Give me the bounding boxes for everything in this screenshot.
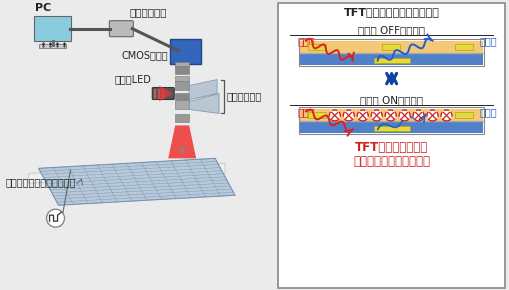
Polygon shape xyxy=(189,93,219,113)
Text: ゲート ON（駆動）: ゲート ON（駆動） xyxy=(359,95,422,106)
Text: 高輝度LED: 高輝度LED xyxy=(114,75,151,85)
FancyBboxPatch shape xyxy=(169,39,200,64)
Text: ゲート OFF（停止）: ゲート OFF（停止） xyxy=(357,25,425,35)
FancyBboxPatch shape xyxy=(455,113,472,118)
FancyBboxPatch shape xyxy=(299,41,483,52)
Text: TFTを駆動させると: TFTを駆動させると xyxy=(354,142,428,154)
Text: 入射光: 入射光 xyxy=(297,37,315,47)
Polygon shape xyxy=(189,79,217,99)
FancyBboxPatch shape xyxy=(299,52,483,65)
FancyBboxPatch shape xyxy=(373,126,409,131)
FancyBboxPatch shape xyxy=(175,81,189,90)
FancyBboxPatch shape xyxy=(299,122,483,133)
FancyBboxPatch shape xyxy=(175,93,189,99)
FancyBboxPatch shape xyxy=(175,115,189,122)
Circle shape xyxy=(412,110,423,121)
Circle shape xyxy=(356,110,367,121)
Polygon shape xyxy=(168,126,196,158)
Text: PC: PC xyxy=(35,3,51,13)
Circle shape xyxy=(329,110,340,121)
FancyBboxPatch shape xyxy=(175,61,189,67)
FancyBboxPatch shape xyxy=(39,44,66,48)
FancyBboxPatch shape xyxy=(34,16,71,41)
Text: 画像演算装置: 画像演算装置 xyxy=(129,7,167,17)
Text: 反射光: 反射光 xyxy=(479,108,496,117)
Polygon shape xyxy=(159,86,173,102)
Circle shape xyxy=(384,110,395,121)
FancyBboxPatch shape xyxy=(307,44,325,50)
Text: アクティブバックプレーン: アクティブバックプレーン xyxy=(6,177,76,187)
FancyBboxPatch shape xyxy=(373,58,409,63)
FancyBboxPatch shape xyxy=(175,66,189,74)
Circle shape xyxy=(371,110,381,121)
FancyBboxPatch shape xyxy=(299,109,483,122)
FancyBboxPatch shape xyxy=(381,44,399,50)
FancyBboxPatch shape xyxy=(175,99,189,109)
FancyBboxPatch shape xyxy=(152,88,174,99)
Polygon shape xyxy=(29,163,224,183)
FancyBboxPatch shape xyxy=(277,3,504,288)
Circle shape xyxy=(399,110,409,121)
Circle shape xyxy=(343,110,354,121)
Text: TFT駆動状態可視化の仕組み: TFT駆動状態可視化の仕組み xyxy=(343,7,439,17)
Text: 広視野光学系: 広視野光学系 xyxy=(225,92,261,102)
Text: CMOSカメラ: CMOSカメラ xyxy=(121,51,168,61)
Circle shape xyxy=(426,110,437,121)
Circle shape xyxy=(46,209,64,227)
Text: 入射光: 入射光 xyxy=(297,108,315,117)
FancyBboxPatch shape xyxy=(175,76,189,81)
Circle shape xyxy=(440,110,451,121)
FancyBboxPatch shape xyxy=(307,113,325,118)
FancyBboxPatch shape xyxy=(455,44,472,50)
Polygon shape xyxy=(39,158,235,205)
Text: 反射光: 反射光 xyxy=(479,37,496,47)
Text: 光透過率・反射率が変化: 光透過率・反射率が変化 xyxy=(352,155,429,168)
FancyBboxPatch shape xyxy=(109,21,133,37)
